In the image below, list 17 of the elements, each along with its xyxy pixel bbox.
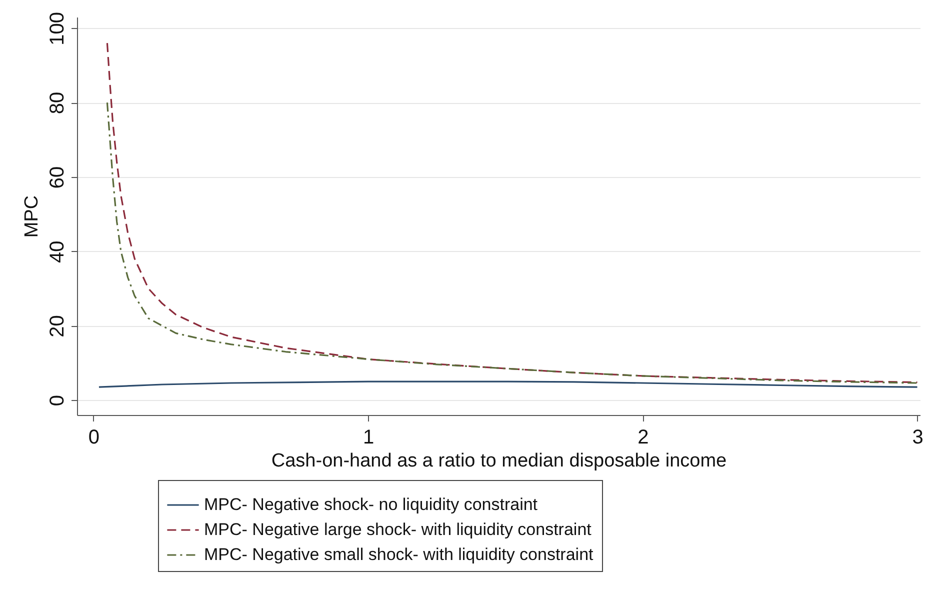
legend-label: MPC- Negative small shock- with liquidity constraint (204, 545, 594, 564)
y-tick-label: 40 (46, 240, 68, 263)
x-tick-label: 2 (638, 426, 649, 448)
y-axis-title: MPC (22, 195, 42, 238)
y-tick-label: 0 (46, 395, 68, 406)
x-axis-title: Cash-on-hand as a ratio to median disposable income (271, 450, 727, 472)
y-tick-label: 80 (46, 92, 68, 114)
y-tick-label: 60 (46, 166, 68, 189)
legend-label: MPC- Negative large shock- with liquidity constraint (204, 520, 592, 539)
line-series (106, 102, 918, 384)
x-tick-label: 3 (912, 426, 924, 448)
legend-label: MPC- Negative shock- no liquidity constraint (204, 495, 538, 514)
x-tick-label: 1 (363, 426, 374, 448)
y-tick-label: 20 (46, 315, 68, 338)
x-tick-label: 0 (88, 426, 100, 448)
y-tick-label: 100 (46, 12, 68, 46)
line-series (106, 42, 918, 384)
